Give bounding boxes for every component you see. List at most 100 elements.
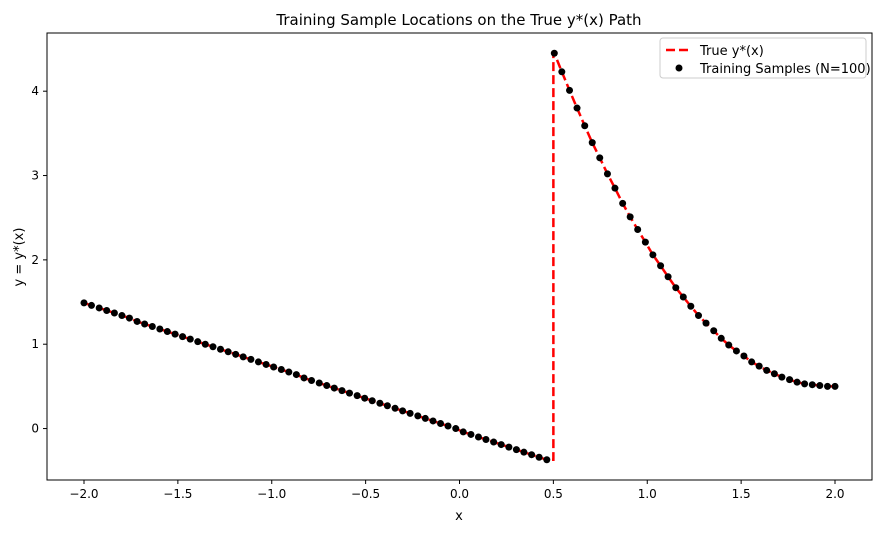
y-axis-label: y = y*(x) <box>12 228 27 287</box>
training-sample-point <box>247 355 255 363</box>
training-sample-point <box>232 350 240 358</box>
training-sample-point <box>353 392 361 400</box>
training-sample-point <box>421 414 429 422</box>
training-sample-point <box>452 425 460 433</box>
training-sample-point <box>270 363 278 371</box>
training-sample-point <box>482 436 490 444</box>
plot-area <box>80 49 839 464</box>
training-sample-point <box>732 347 740 355</box>
training-sample-point <box>323 382 331 390</box>
training-sample-point <box>361 394 369 402</box>
training-sample-point <box>345 389 353 397</box>
training-sample-point <box>801 380 809 388</box>
chart-title: Training Sample Locations on the True y*… <box>275 11 641 29</box>
training-sample-point <box>770 370 778 378</box>
training-sample-point <box>118 312 126 320</box>
training-sample-point <box>80 299 88 307</box>
training-sample-point <box>338 387 346 395</box>
training-sample-point <box>520 448 528 456</box>
y-tick-label: 3 <box>31 169 39 183</box>
y-tick-label: 0 <box>31 422 39 436</box>
training-sample-point <box>619 199 627 207</box>
training-sample-point <box>588 139 596 147</box>
training-sample-point <box>437 419 445 427</box>
y-tick-label: 4 <box>31 84 39 98</box>
training-sample-point <box>308 376 316 384</box>
training-sample-point <box>459 428 467 436</box>
training-sample-point <box>664 273 672 281</box>
training-sample-point <box>573 104 581 112</box>
training-sample-point <box>429 417 437 425</box>
legend-label-samples: Training Samples (N=100) <box>699 62 871 77</box>
training-sample-point <box>550 49 558 57</box>
training-sample-point <box>657 262 665 270</box>
axes-frame <box>46 32 873 481</box>
training-sample-point <box>626 213 634 221</box>
training-sample-point <box>87 301 95 309</box>
training-sample-point <box>330 384 338 392</box>
training-sample-point <box>535 453 543 461</box>
training-sample-point <box>186 335 194 343</box>
training-sample-point <box>125 314 133 322</box>
legend-marker-swatch <box>675 64 683 72</box>
training-sample-point <box>710 327 718 335</box>
training-sample-point <box>141 320 149 328</box>
y-tick-label: 2 <box>31 253 39 267</box>
training-sample-point <box>376 399 384 407</box>
training-sample-point <box>786 376 794 384</box>
legend-box <box>659 37 867 79</box>
training-sample-point <box>740 352 748 360</box>
training-sample-point <box>581 122 589 130</box>
training-sample-point <box>778 373 786 381</box>
training-sample-point <box>611 184 619 192</box>
training-sample-point <box>156 325 164 333</box>
x-tick-label: 1.0 <box>638 487 657 501</box>
training-sample-point <box>793 378 801 386</box>
training-sample-point <box>171 330 179 338</box>
training-sample-point <box>497 441 505 449</box>
training-sample-point <box>194 338 202 346</box>
training-sample-point <box>603 170 611 178</box>
training-sample-point <box>383 402 391 410</box>
training-sample-point <box>824 382 832 390</box>
training-sample-point <box>831 382 839 390</box>
training-sample-point <box>216 345 224 353</box>
training-sample-point <box>505 443 513 451</box>
training-sample-point <box>315 379 323 387</box>
x-tick-label: −0.5 <box>351 487 380 501</box>
training-sample-point <box>179 333 187 341</box>
training-sample-point <box>543 456 551 464</box>
training-sample-point <box>672 284 680 292</box>
training-sample-point <box>239 353 247 361</box>
training-sample-point <box>763 366 771 374</box>
training-sample-point <box>528 451 536 459</box>
x-tick-label: 0.5 <box>544 487 563 501</box>
training-sample-point <box>634 226 642 234</box>
training-sample-point <box>808 381 816 389</box>
training-sample-point <box>148 323 156 331</box>
training-sample-point <box>201 340 209 348</box>
training-sample-point <box>596 154 604 162</box>
training-sample-point <box>687 302 695 310</box>
training-sample-point <box>649 251 657 259</box>
training-sample-point <box>224 348 232 356</box>
training-sample-point <box>566 86 574 94</box>
x-tick-label: −1.5 <box>163 487 192 501</box>
training-sample-point <box>391 404 399 412</box>
training-sample-point <box>717 334 725 342</box>
training-sample-point <box>641 238 649 246</box>
ticks: −2.0 −1.5 −1.0 −0.5 0.0 0.5 1.0 1.5 2.0 0 1 2 3 4 <box>31 84 844 501</box>
training-sample-point <box>467 430 475 438</box>
x-tick-label: −2.0 <box>69 487 98 501</box>
training-sample-point <box>490 438 498 446</box>
training-sample-point <box>399 407 407 415</box>
training-sample-point <box>414 412 422 420</box>
training-sample-point <box>755 362 763 370</box>
training-sample-point <box>110 309 118 317</box>
true-curve-line <box>83 51 836 462</box>
training-sample-point <box>816 382 824 390</box>
training-sample-point <box>300 374 308 382</box>
training-sample-point <box>444 422 452 430</box>
training-sample-point <box>277 366 285 374</box>
